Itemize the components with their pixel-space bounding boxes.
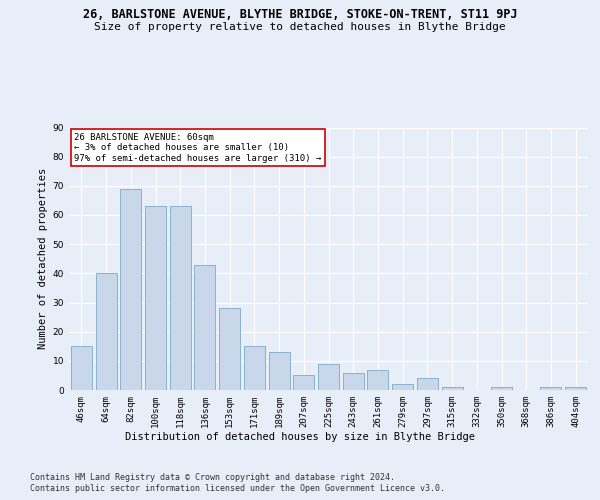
Text: Contains public sector information licensed under the Open Government Licence v3: Contains public sector information licen…	[30, 484, 445, 493]
Bar	[269, 352, 290, 390]
Bar	[219, 308, 240, 390]
Bar	[417, 378, 438, 390]
Text: Distribution of detached houses by size in Blythe Bridge: Distribution of detached houses by size …	[125, 432, 475, 442]
Text: Size of property relative to detached houses in Blythe Bridge: Size of property relative to detached ho…	[94, 22, 506, 32]
Bar	[491, 387, 512, 390]
Bar	[541, 387, 562, 390]
Y-axis label: Number of detached properties: Number of detached properties	[38, 168, 49, 350]
Bar	[95, 274, 116, 390]
Text: 26 BARLSTONE AVENUE: 60sqm
← 3% of detached houses are smaller (10)
97% of semi-: 26 BARLSTONE AVENUE: 60sqm ← 3% of detac…	[74, 132, 322, 162]
Bar	[442, 387, 463, 390]
Bar	[343, 372, 364, 390]
Bar	[244, 346, 265, 390]
Bar	[392, 384, 413, 390]
Bar	[293, 376, 314, 390]
Text: Contains HM Land Registry data © Crown copyright and database right 2024.: Contains HM Land Registry data © Crown c…	[30, 472, 395, 482]
Bar	[367, 370, 388, 390]
Bar	[170, 206, 191, 390]
Bar	[120, 188, 141, 390]
Bar	[565, 387, 586, 390]
Bar	[71, 346, 92, 390]
Bar	[145, 206, 166, 390]
Bar	[194, 264, 215, 390]
Text: 26, BARLSTONE AVENUE, BLYTHE BRIDGE, STOKE-ON-TRENT, ST11 9PJ: 26, BARLSTONE AVENUE, BLYTHE BRIDGE, STO…	[83, 8, 517, 20]
Bar	[318, 364, 339, 390]
